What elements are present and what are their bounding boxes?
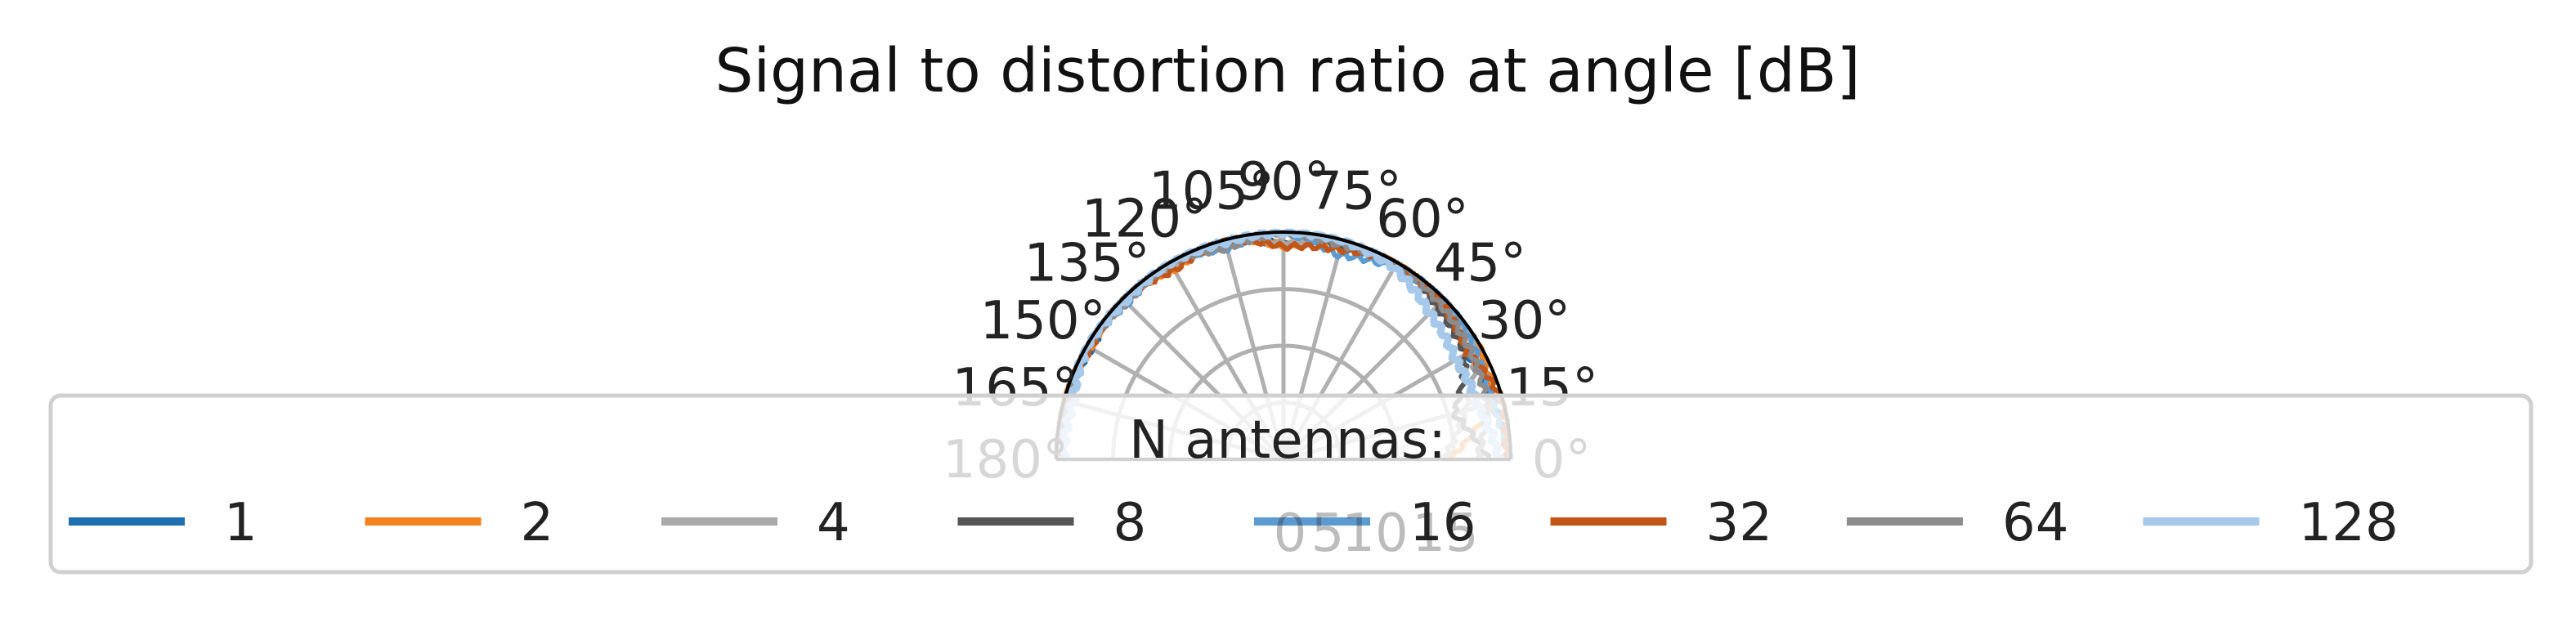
theta-tick-label: 90°: [1237, 152, 1329, 213]
chart-title: Signal to distortion ratio at angle [dB]: [715, 36, 1860, 106]
theta-tick-label: 105°: [1149, 162, 1275, 222]
radial-tick-labels: 0 510 15: [1274, 503, 1479, 564]
legend-label: 128: [2299, 493, 2399, 553]
legend-label: 2: [521, 493, 554, 553]
theta-tick-label: 135°: [1024, 234, 1150, 294]
theta-tick-label: 30°: [1478, 291, 1570, 351]
radial-tick-label: 0: [1274, 503, 1307, 564]
radial-tick-label: 15: [1412, 503, 1478, 564]
radial-tick-label: 10: [1342, 503, 1408, 564]
legend: N antennas: 1 2 4 8 16 32 64 128: [48, 393, 2533, 575]
theta-tick-label: 60°: [1376, 190, 1468, 250]
legend-label: 8: [1113, 493, 1147, 553]
theta-tick-label: 150°: [979, 291, 1105, 351]
theta-tick-label: 120°: [1082, 190, 1207, 250]
legend-label: 64: [2002, 493, 2068, 553]
legend-box: [48, 393, 2533, 575]
legend-label: 16: [1409, 493, 1476, 553]
legend-label: 4: [817, 493, 850, 553]
polar-outer-spine: [1055, 230, 1512, 460]
legend-label: 1: [224, 493, 258, 553]
theta-tick-label: 45°: [1434, 234, 1526, 294]
radial-tick-label: 5: [1311, 503, 1345, 564]
theta-tick-label: 75°: [1309, 162, 1401, 222]
legend-label: 32: [1706, 493, 1772, 553]
legend-title: N antennas:: [1129, 410, 1446, 471]
